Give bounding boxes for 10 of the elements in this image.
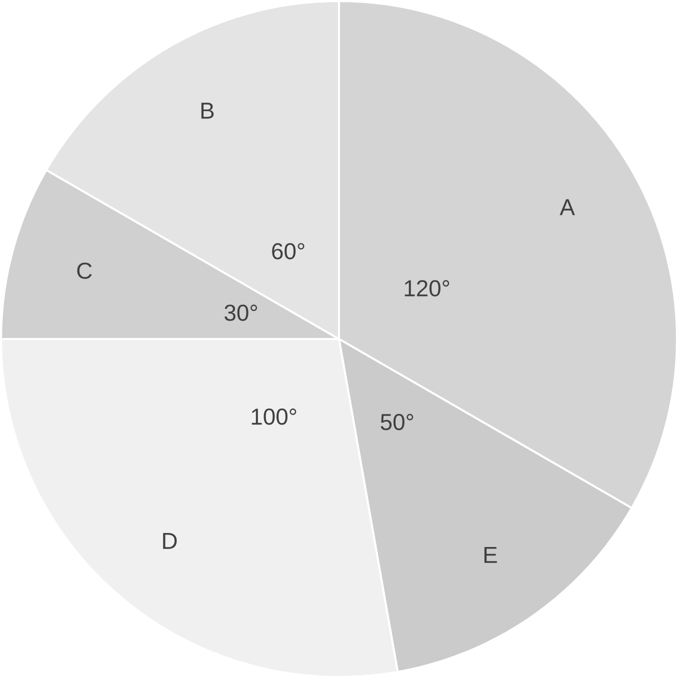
data-label: 30° xyxy=(224,304,258,321)
data-label: 120° xyxy=(404,280,450,296)
slice-label: A xyxy=(560,199,575,216)
data-label: 60° xyxy=(272,243,304,260)
data-label: 50° xyxy=(380,414,414,430)
slice-label: E xyxy=(484,547,497,563)
slice-label: D xyxy=(163,533,177,549)
slice-label: B xyxy=(201,102,214,119)
data-label: 100° xyxy=(252,408,296,425)
slice-label: C xyxy=(77,262,92,279)
